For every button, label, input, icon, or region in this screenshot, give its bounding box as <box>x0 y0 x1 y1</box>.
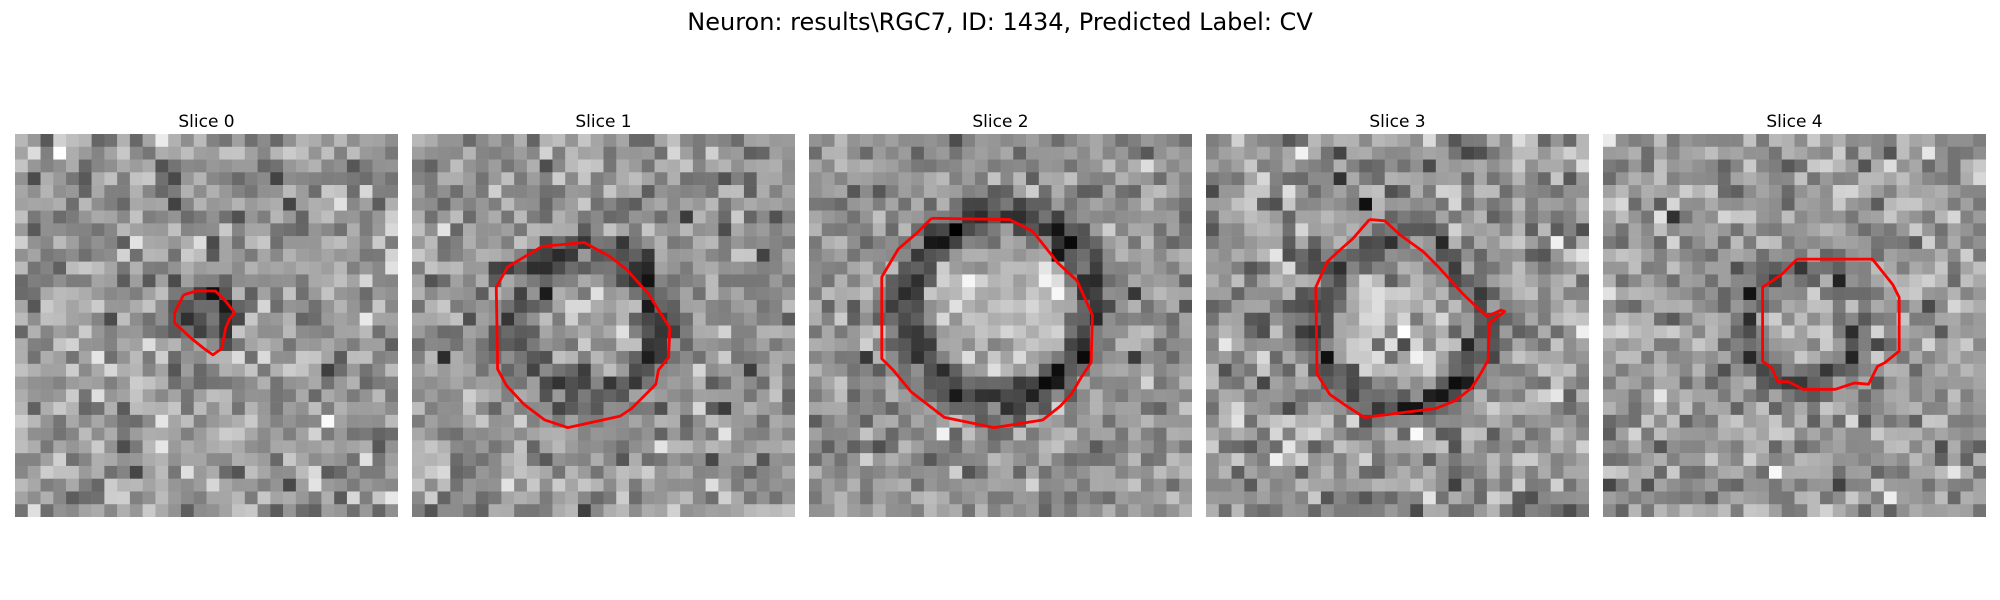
panel-slice-2: Slice 2 <box>809 110 1192 517</box>
panel-slice-4: Slice 4 <box>1603 110 1986 517</box>
figure-title: Neuron: results\RGC7, ID: 1434, Predicte… <box>687 8 1313 36</box>
cell-contour <box>880 216 1094 430</box>
cell-contour <box>494 241 672 430</box>
slice-image <box>15 134 398 517</box>
panel-title: Slice 4 <box>1766 112 1823 132</box>
panel-title: Slice 2 <box>972 112 1029 132</box>
panel-slice-0: Slice 0 <box>15 110 398 517</box>
panel-title: Slice 3 <box>1369 112 1426 132</box>
slice-image <box>809 134 1192 517</box>
panel-slice-3: Slice 3 <box>1206 110 1589 517</box>
panel-title: Slice 0 <box>178 112 235 132</box>
cell-contour <box>1761 257 1901 391</box>
slice-image <box>1603 134 1986 517</box>
panel-title: Slice 1 <box>575 112 632 132</box>
slice-image <box>412 134 795 517</box>
panel-slice-1: Slice 1 <box>412 110 795 517</box>
cell-contour <box>173 289 236 357</box>
slice-image <box>1206 134 1589 517</box>
cell-contour <box>1314 218 1507 419</box>
